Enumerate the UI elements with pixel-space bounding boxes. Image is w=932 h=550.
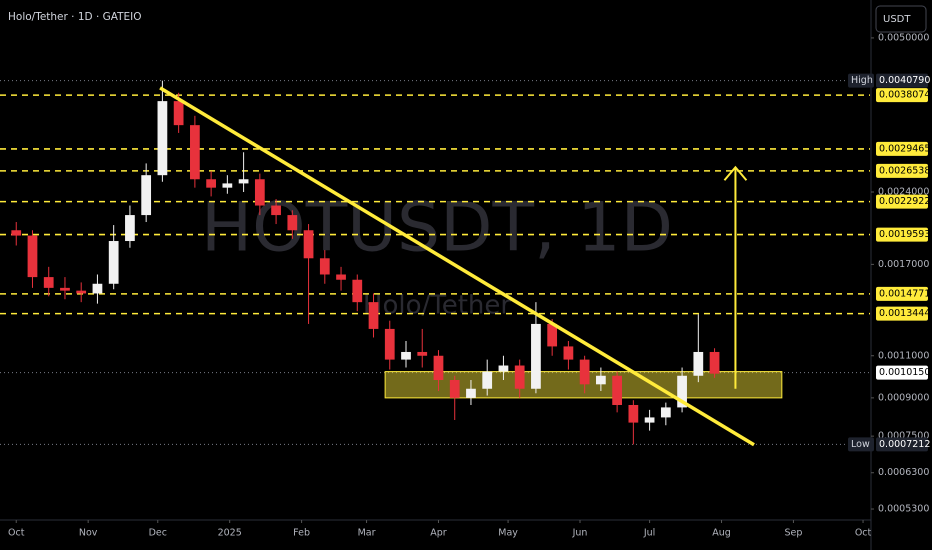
- y-tick-label: 0.0024000: [878, 186, 929, 197]
- level-label-box: [876, 88, 928, 103]
- low-name: Low: [851, 439, 870, 450]
- high-name: High: [851, 75, 873, 86]
- level-label: 0.0026538: [879, 165, 930, 176]
- candle-body: [287, 215, 298, 231]
- candle-body: [222, 183, 233, 188]
- low-name-box: [848, 437, 874, 452]
- level-label: 0.0019593: [879, 229, 930, 240]
- y-tick-label: 0.0017000: [878, 259, 929, 270]
- candle-body: [190, 125, 200, 180]
- x-tick-label: Mar: [358, 528, 376, 539]
- candle-body: [141, 175, 152, 216]
- y-tick-label: 0.0006300: [878, 467, 929, 478]
- currency-label[interactable]: USDT: [883, 14, 911, 25]
- level-label-box: [876, 286, 928, 301]
- candle-body: [76, 290, 87, 294]
- x-tick-label: Jun: [572, 528, 588, 539]
- candle-body: [368, 302, 379, 329]
- candle-body: [125, 215, 135, 242]
- candle-body: [43, 277, 54, 288]
- candle-body: [319, 258, 330, 275]
- level-label: 0.0013444: [879, 308, 930, 319]
- x-tick-label: Apr: [430, 528, 447, 539]
- level-label-box: [876, 141, 928, 156]
- candle-body: [27, 235, 38, 278]
- candle-body: [466, 388, 476, 398]
- candle-body: [644, 417, 655, 423]
- y-tick-label: 0.0005300: [878, 504, 929, 515]
- candle-body: [482, 371, 493, 389]
- x-tick-label: May: [498, 528, 518, 539]
- level-label-box: [876, 194, 928, 209]
- level-label: 0.0014771: [879, 288, 930, 299]
- candle-body: [531, 323, 541, 389]
- level-label-box: [876, 227, 928, 242]
- candle-body: [206, 179, 216, 188]
- x-tick-label: Oct: [8, 528, 25, 539]
- candle-body: [514, 365, 525, 389]
- candle-body: [417, 351, 428, 356]
- x-tick-label: Sep: [784, 528, 802, 539]
- candle-body: [11, 230, 22, 236]
- candle-body: [92, 283, 103, 294]
- candle-body: [336, 274, 346, 280]
- high-value-box: [876, 73, 928, 88]
- candle-body: [693, 351, 704, 376]
- candle-body: [612, 375, 622, 405]
- candle-body: [498, 365, 509, 372]
- candle-body: [709, 351, 720, 374]
- candle-body: [60, 287, 70, 291]
- high-name-box: [848, 73, 874, 88]
- candle-body: [579, 359, 590, 385]
- level-label: 0.0029465: [879, 143, 930, 154]
- x-tick-label: 2025: [218, 528, 242, 539]
- target-arrow: [723, 165, 748, 389]
- candle-body: [596, 375, 606, 385]
- trendline: [159, 86, 755, 447]
- level-label: 0.0038074: [879, 90, 930, 101]
- y-tick-label: 0.0009000: [878, 392, 929, 403]
- y-tick-label: 0.0050000: [878, 32, 929, 43]
- candle-body: [352, 279, 363, 303]
- x-tick-label: Jul: [643, 528, 655, 539]
- chart-title: Holo/Tether · 1D · GATEIO: [8, 11, 142, 23]
- candle-body: [547, 323, 558, 347]
- y-tick-label: 0.0011000: [878, 350, 929, 361]
- candle-body: [173, 101, 184, 126]
- currency-button[interactable]: [875, 5, 927, 33]
- level-label: 0.0022922: [879, 196, 930, 207]
- level-label-box: [876, 306, 928, 321]
- low-value-box: [876, 437, 928, 452]
- candle-body: [303, 230, 314, 259]
- candle-body: [563, 346, 574, 360]
- x-tick-label: Aug: [712, 528, 731, 539]
- last-price-box: [876, 365, 928, 380]
- candle-body: [433, 355, 444, 380]
- candle-body: [254, 179, 265, 206]
- candle-body: [401, 351, 411, 360]
- candle-body: [271, 205, 281, 216]
- candle-body: [449, 379, 460, 398]
- x-tick-label: Nov: [79, 528, 98, 539]
- level-label-box: [876, 163, 928, 178]
- low-value: 0.0007212: [879, 439, 930, 450]
- candle-body: [628, 404, 639, 423]
- candle-body: [660, 407, 671, 418]
- last-price-label: 0.0010150: [879, 367, 930, 378]
- candle-body: [677, 375, 687, 408]
- high-value: 0.0040790: [879, 75, 930, 86]
- candle-body: [157, 101, 168, 176]
- x-tick-label: Feb: [293, 528, 310, 539]
- candle-body: [238, 179, 249, 184]
- candle-body: [108, 241, 119, 284]
- x-tick-label: Dec: [149, 528, 167, 539]
- y-tick-label: 0.0007500: [878, 431, 929, 442]
- x-tick-label: Oct: [855, 528, 872, 539]
- candle-body: [384, 328, 395, 360]
- watermark-subtitle: Holo/Tether: [363, 291, 511, 321]
